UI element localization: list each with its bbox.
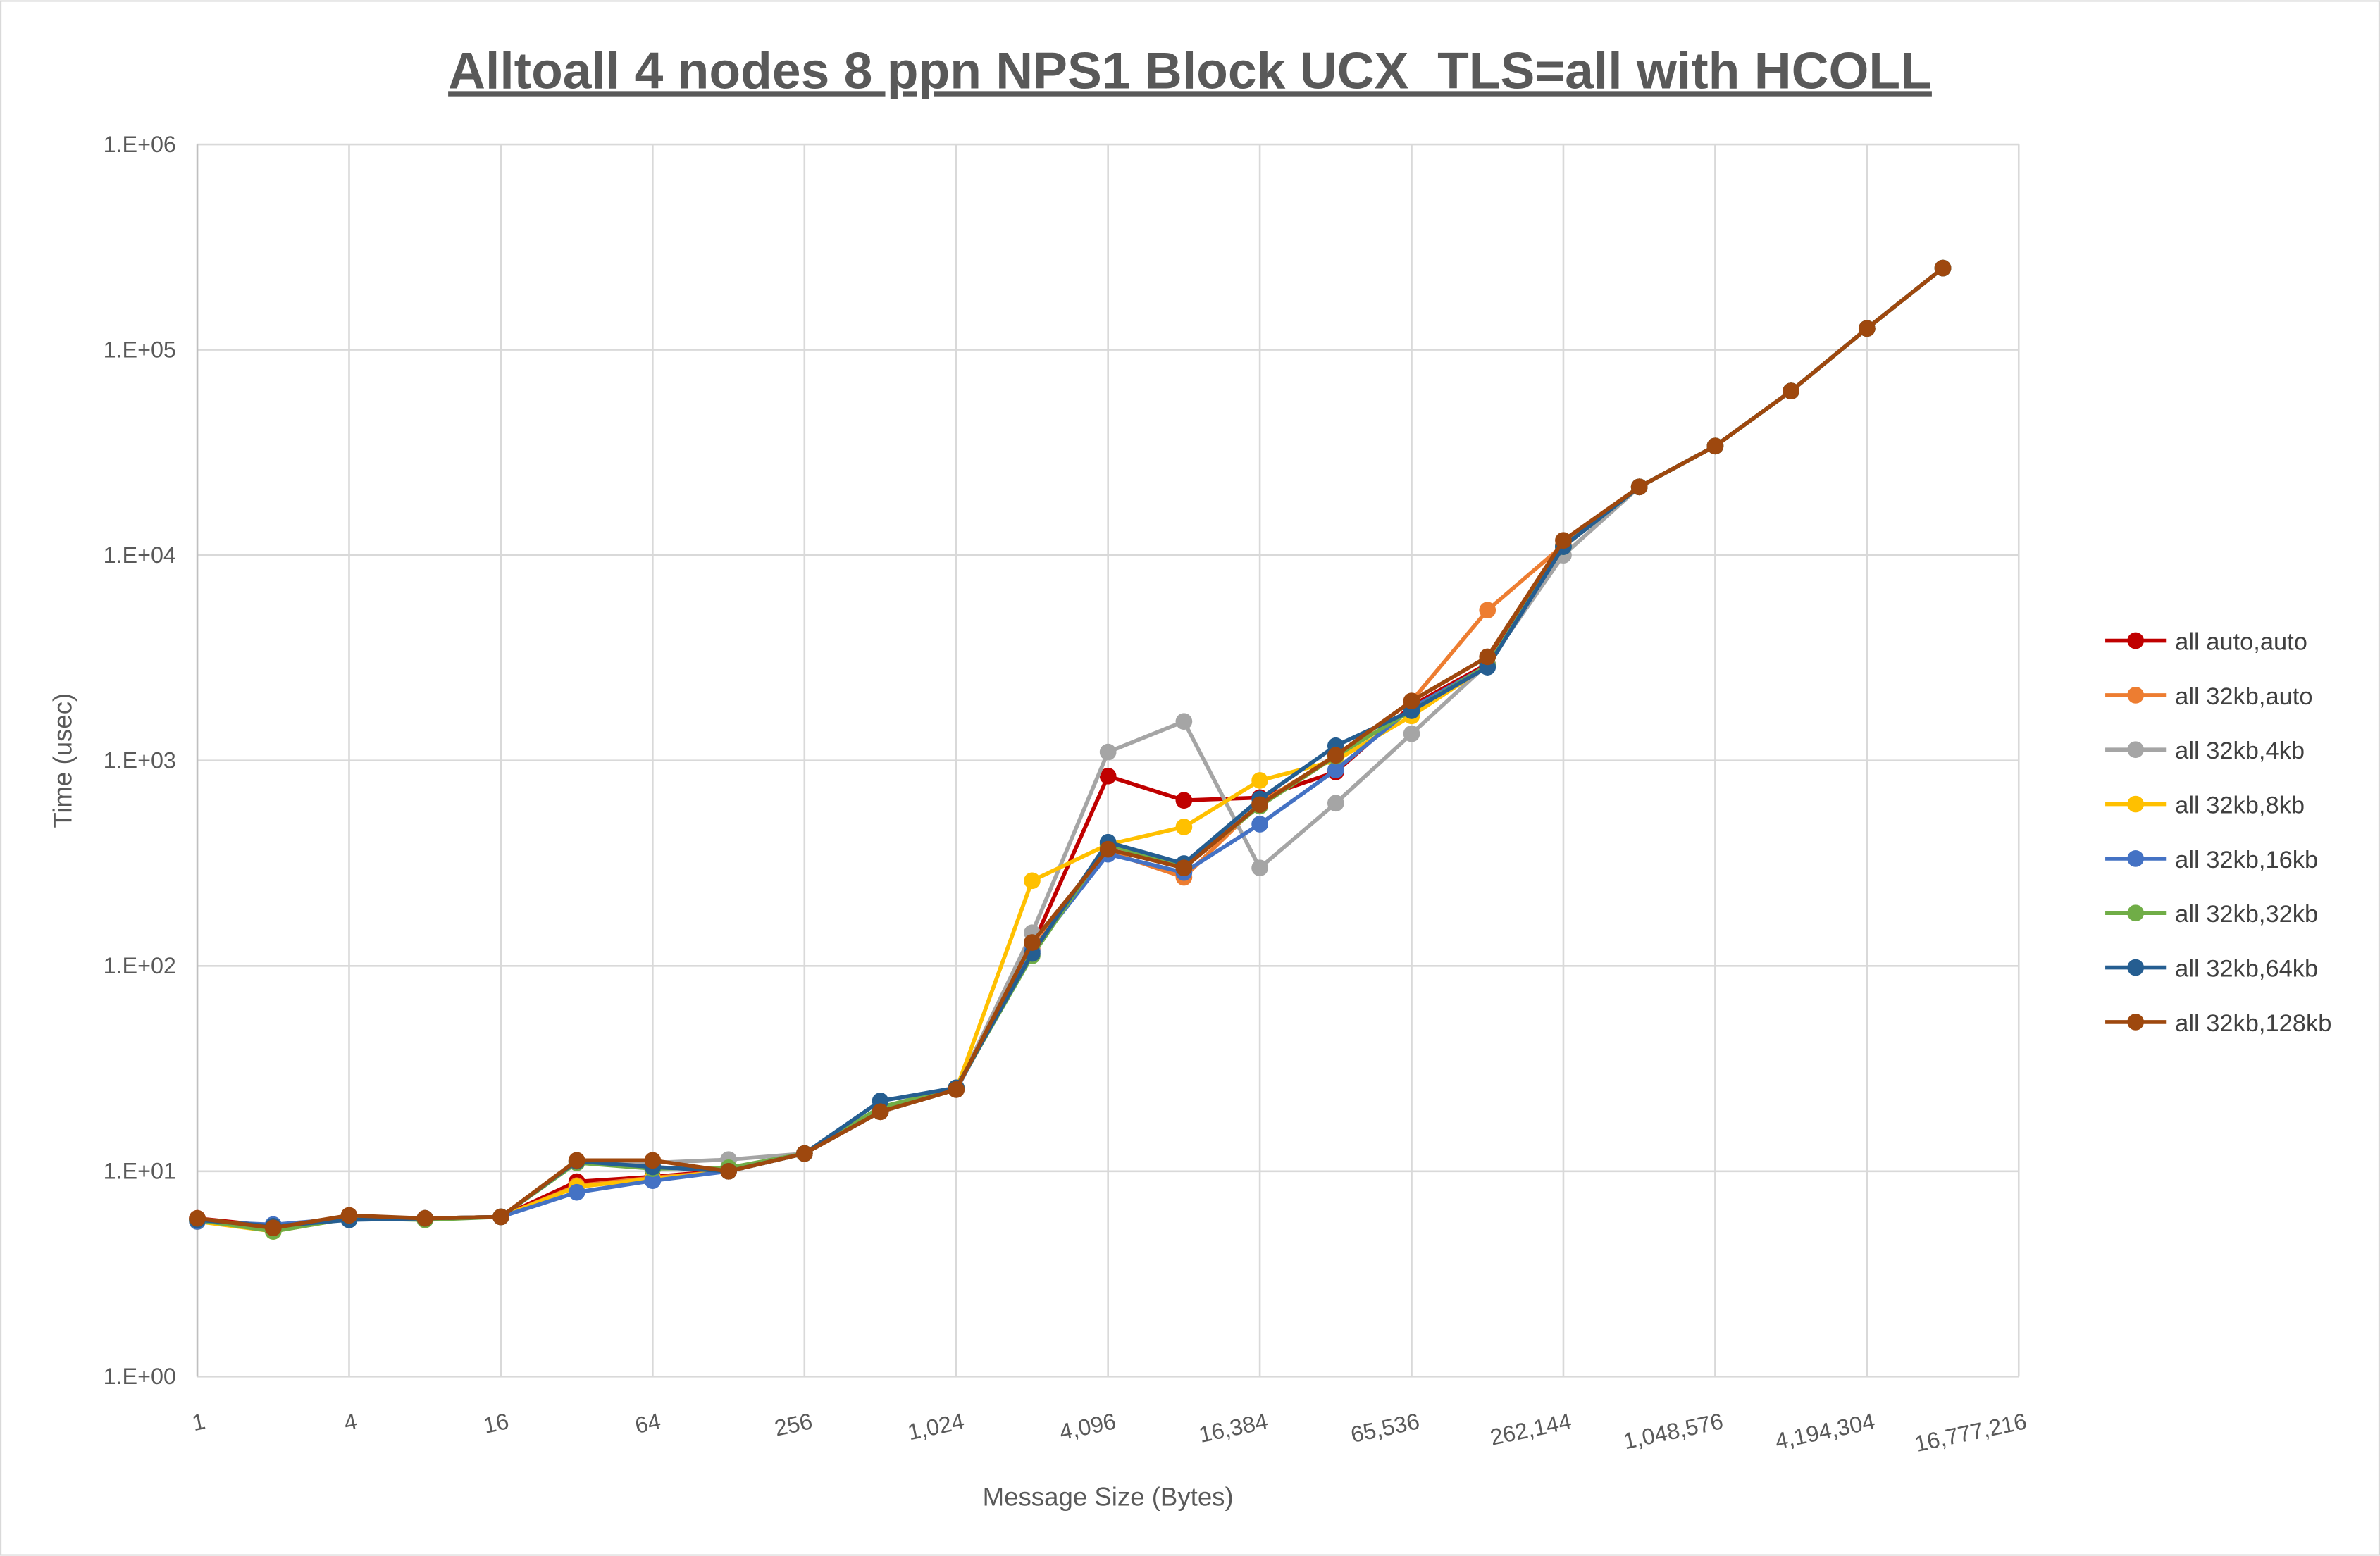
legend-label: all 32kb,64kb <box>2175 956 2318 983</box>
data-point <box>1327 747 1344 764</box>
data-point <box>795 1145 813 1162</box>
data-point <box>720 1162 737 1180</box>
data-point <box>1251 796 1268 814</box>
data-point <box>568 1183 585 1201</box>
data-point <box>1251 859 1268 877</box>
y-tick-label: 1.E+06 <box>104 132 176 157</box>
data-point <box>1630 478 1648 496</box>
legend-label: all 32kb,16kb <box>2175 847 2318 873</box>
data-point <box>1706 437 1724 455</box>
legend-item: all 32kb,32kb <box>2105 901 2318 928</box>
legend-item: all 32kb,auto <box>2105 683 2313 710</box>
data-point <box>1175 713 1193 730</box>
legend-marker <box>2127 632 2145 649</box>
y-axis-label: Time (usec) <box>48 693 77 828</box>
data-point <box>1783 382 1799 399</box>
x-axis-label: Message Size (Bytes) <box>983 1483 1234 1512</box>
data-point <box>1327 795 1344 812</box>
data-point <box>872 1103 889 1121</box>
legend-marker <box>2127 795 2145 813</box>
legend-marker <box>2127 741 2145 759</box>
data-point <box>1175 819 1193 835</box>
legend-label: all 32kb,auto <box>2175 683 2312 710</box>
series-line <box>197 266 1945 1231</box>
data-point <box>1024 872 1041 890</box>
gridlines <box>196 143 2020 1378</box>
data-point <box>644 1172 662 1190</box>
data-point <box>1555 532 1572 549</box>
data-point <box>568 1152 585 1169</box>
legend: all auto,auto all 32kb,auto all 32kb,4kb al… <box>2105 628 2331 1037</box>
data-point <box>1099 840 1117 858</box>
data-point <box>1327 761 1344 778</box>
data-point <box>1858 320 1876 337</box>
legend-marker <box>2127 959 2145 976</box>
data-point <box>189 1209 206 1227</box>
data-point <box>644 1152 662 1169</box>
legend-marker <box>2127 904 2145 922</box>
data-point <box>1175 792 1193 809</box>
legend-item: all 32kb,128kb <box>2105 1010 2331 1037</box>
data-point <box>340 1207 358 1224</box>
series-lines <box>189 259 1952 1240</box>
series-all-32kb-128kb <box>189 259 1952 1237</box>
data-point <box>416 1209 434 1227</box>
legend-label: all 32kb,32kb <box>2175 901 2318 928</box>
data-point <box>1024 934 1041 951</box>
legend-marker <box>2127 687 2145 704</box>
data-point <box>1403 725 1420 742</box>
data-point <box>1403 692 1420 710</box>
data-point <box>1251 772 1268 789</box>
y-axis-ticks: 1.E+00 1.E+01 1.E+02 1.E+03 1.E+04 1.E+05 1.E+… <box>104 132 176 1389</box>
data-point <box>264 1219 282 1237</box>
legend-label: all 32kb,128kb <box>2175 1010 2331 1037</box>
data-point <box>1479 602 1496 619</box>
x-tick-label: 16 <box>481 1408 512 1438</box>
data-point <box>1251 816 1268 833</box>
chart-title: Alltoall 4 nodes 8 ppn NPS1 Block UCX_TL… <box>448 42 1932 99</box>
legend-label: all 32kb,4kb <box>2175 737 2305 764</box>
data-point <box>1175 859 1193 877</box>
data-point <box>1934 259 1952 277</box>
legend-marker <box>2127 1014 2145 1031</box>
y-tick-label: 1.E+05 <box>104 337 176 362</box>
y-tick-label: 1.E+03 <box>104 747 176 773</box>
y-tick-label: 1.E+01 <box>104 1159 176 1184</box>
legend-item: all auto,auto <box>2105 628 2307 655</box>
y-tick-label: 1.E+02 <box>104 953 176 978</box>
data-point <box>492 1208 509 1226</box>
legend-item: all 32kb,64kb <box>2105 956 2318 983</box>
data-point <box>1479 648 1496 666</box>
data-point <box>1099 767 1117 785</box>
x-tick-label: 64 <box>633 1408 663 1438</box>
legend-item: all 32kb,8kb <box>2105 792 2305 819</box>
legend-label: all auto,auto <box>2175 628 2307 655</box>
data-point <box>1099 743 1117 761</box>
legend-marker <box>2127 850 2145 867</box>
data-point <box>948 1081 965 1098</box>
y-tick-label: 1.E+04 <box>104 542 176 568</box>
y-tick-label: 1.E+00 <box>104 1364 176 1389</box>
legend-item: all 32kb,16kb <box>2105 847 2318 873</box>
legend-label: all 32kb,8kb <box>2175 792 2305 819</box>
legend-item: all 32kb,4kb <box>2105 737 2305 764</box>
